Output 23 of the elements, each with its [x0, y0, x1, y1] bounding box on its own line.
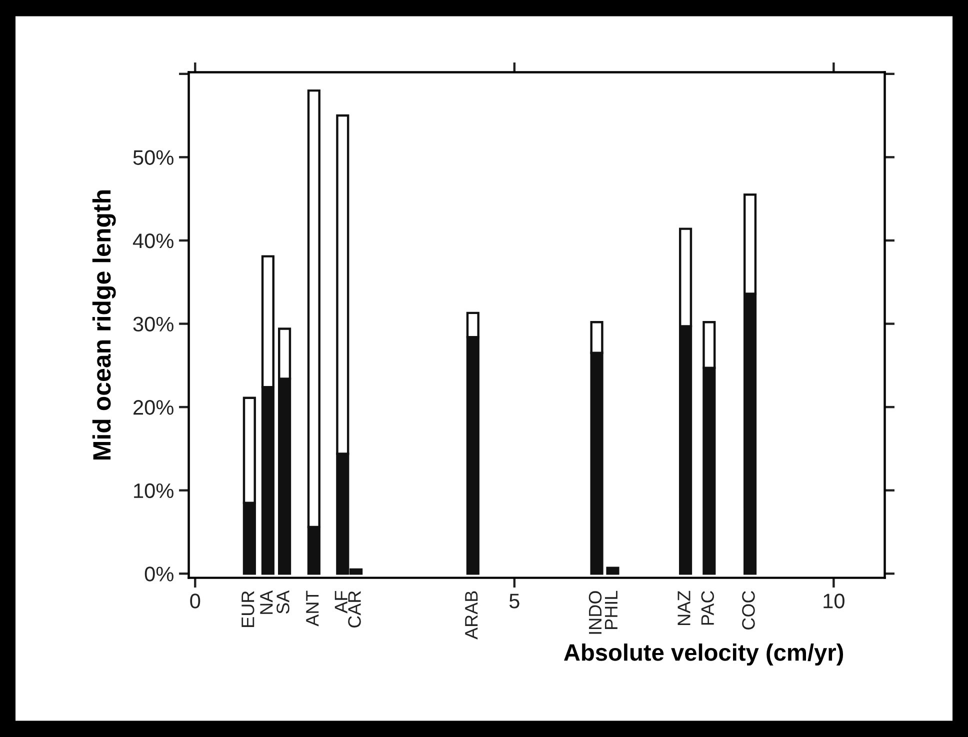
annotation: AF	[334, 591, 348, 614]
annotation: SA	[276, 590, 290, 614]
x-tick-label: 0	[190, 594, 200, 608]
annotation: INDO	[588, 591, 602, 634]
annotation: NAZ	[678, 590, 690, 625]
annotation: NA	[260, 590, 273, 614]
y-tick-label: 10%	[134, 483, 174, 498]
annotation: ANT	[306, 590, 319, 626]
annotation: COC	[742, 591, 755, 630]
x-tick-label: 5	[509, 594, 520, 608]
y-tick-label: 40%	[132, 233, 174, 248]
annotation: EUR	[242, 591, 254, 627]
y-tick-label: 50%	[133, 150, 174, 165]
x-axis-title: Absolute velocity (cm/yr)	[564, 644, 844, 666]
y-axis-title: Mid ocean ridge length	[92, 190, 116, 460]
annotation: ARAB	[465, 591, 478, 640]
y-tick-label: 30%	[133, 316, 174, 332]
x-tick-label: 10	[824, 594, 844, 608]
annotation: PHIL	[604, 590, 618, 629]
y-tick-label: 20%	[134, 400, 174, 415]
annotation: CAR	[348, 591, 361, 628]
y-tick-label: 0%	[144, 566, 174, 582]
annotation: PAC	[701, 591, 714, 625]
